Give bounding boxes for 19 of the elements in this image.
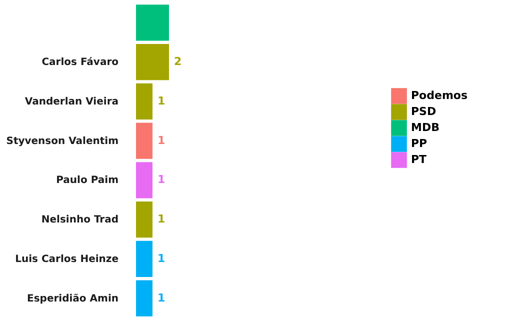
- y-tick-label: Paulo Paim: [56, 175, 118, 186]
- data-label: 1: [158, 291, 166, 304]
- legend-label: PP: [411, 137, 428, 150]
- data-label: 1: [158, 134, 166, 147]
- data-label: 1: [158, 252, 166, 265]
- data-label: 2: [174, 55, 182, 68]
- data-label: 1: [158, 212, 166, 226]
- y-tick-label: Carlos Fávaro: [42, 57, 119, 68]
- y-tick-label: Vanderlan Vieira: [24, 96, 118, 108]
- data-label: 1: [158, 173, 166, 186]
- legend-label: Podemos: [411, 89, 468, 102]
- legend-label: PT: [411, 153, 428, 166]
- y-tick-label: Esperidião Amin: [27, 293, 118, 304]
- legend-label: PSD: [411, 105, 436, 118]
- y-tick-label: Nelsinho Trad: [41, 214, 118, 226]
- legend-label: MDB: [411, 121, 440, 134]
- y-tick-label: Luis Carlos Heinze: [15, 254, 119, 265]
- y-tick-label: Styvenson Valentim: [6, 136, 118, 147]
- data-label: 1: [158, 94, 166, 108]
